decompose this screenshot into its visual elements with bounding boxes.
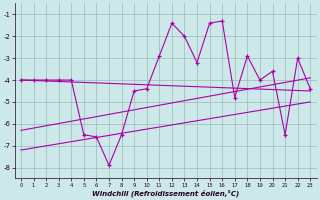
- X-axis label: Windchill (Refroidissement éolien,°C): Windchill (Refroidissement éolien,°C): [92, 189, 239, 197]
